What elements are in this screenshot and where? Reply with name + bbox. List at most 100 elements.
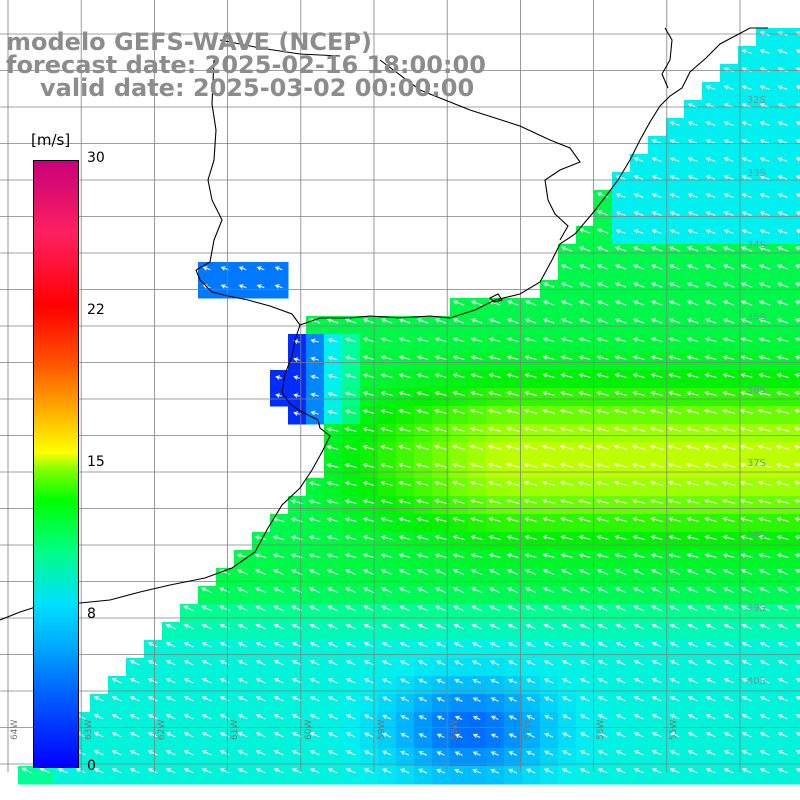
- wind-speed-cell: [216, 262, 235, 281]
- wind-arrow: [759, 157, 770, 162]
- wind-speed-cell: [342, 352, 361, 371]
- wind-arrow: [416, 444, 430, 450]
- wind-arrow: [705, 714, 716, 720]
- wind-arrow: [632, 390, 645, 396]
- wind-arrow: [633, 175, 644, 180]
- wind-arrow: [543, 587, 555, 594]
- wind-arrow: [183, 696, 194, 702]
- wind-speed-cell: [360, 730, 379, 749]
- wind-speed-cell: [450, 478, 469, 497]
- wind-speed-cell: [792, 478, 800, 497]
- wind-arrow: [669, 211, 680, 216]
- wind-arrow: [453, 587, 465, 594]
- wind-speed-cell: [774, 208, 793, 227]
- wind-arrow: [650, 373, 663, 378]
- wind-arrow: [759, 696, 770, 702]
- wind-speed-cell: [486, 424, 505, 443]
- wind-speed-cell: [468, 586, 487, 605]
- wind-arrow: [544, 696, 554, 702]
- wind-arrow: [560, 282, 573, 288]
- wind-speed-cell: [360, 442, 379, 461]
- wind-arrow: [237, 623, 248, 630]
- wind-speed-cell: [360, 316, 379, 335]
- wind-speed-cell: [234, 766, 253, 785]
- wind-arrow: [380, 409, 393, 414]
- wind-speed-cell: [126, 676, 145, 695]
- colorbar-tick: 22: [87, 302, 105, 318]
- wind-arrow: [273, 678, 284, 684]
- wind-arrow: [398, 337, 411, 343]
- wind-speed-cell: [360, 424, 379, 443]
- wind-speed-cell: [756, 568, 775, 587]
- wind-arrow: [488, 535, 501, 540]
- wind-arrow: [705, 696, 716, 702]
- wind-speed-cell: [792, 64, 800, 83]
- wind-speed-cell: [774, 316, 793, 335]
- wind-arrow: [400, 750, 410, 756]
- wind-speed-cell: [378, 370, 397, 389]
- wind-arrow: [526, 733, 535, 738]
- wind-speed-cell: [432, 586, 451, 605]
- wind-arrow: [273, 768, 284, 774]
- wind-arrow: [758, 498, 772, 504]
- wind-arrow: [578, 246, 591, 252]
- wind-arrow: [776, 337, 789, 343]
- wind-speed-cell: [432, 622, 451, 641]
- wind-arrow: [310, 338, 319, 344]
- wind-speed-cell: [702, 604, 721, 623]
- wind-arrow: [667, 462, 682, 468]
- wind-speed-cell: [468, 550, 487, 569]
- wind-speed-cell: [486, 442, 505, 461]
- wind-speed-cell: [396, 568, 415, 587]
- wind-speed-cell: [504, 334, 523, 353]
- wind-arrow: [669, 229, 680, 234]
- wind-speed-cell: [558, 766, 577, 785]
- wind-speed-cell: [216, 712, 235, 731]
- wind-speed-cell: [630, 406, 649, 425]
- wind-speed-cell: [738, 46, 757, 65]
- wind-arrow: [687, 660, 698, 666]
- wind-speed-cell: [720, 460, 739, 479]
- wind-arrow: [794, 373, 800, 378]
- wind-speed-cell: [648, 658, 667, 677]
- wind-arrow: [776, 282, 789, 288]
- wind-arrow: [722, 300, 735, 306]
- lat-label: 37S: [746, 458, 766, 469]
- wind-speed-cell: [558, 694, 577, 713]
- wind-speed-cell: [720, 694, 739, 713]
- wind-arrow: [147, 642, 158, 648]
- wind-arrow: [452, 355, 465, 361]
- wind-arrow: [758, 300, 771, 306]
- wind-arrow: [469, 462, 484, 468]
- wind-speed-cell: [468, 460, 487, 479]
- wind-arrow: [740, 300, 753, 306]
- wind-speed-cell: [504, 424, 523, 443]
- wind-speed-cell: [360, 334, 379, 353]
- wind-arrow: [723, 623, 734, 630]
- wind-speed-cell: [108, 766, 127, 785]
- wind-speed-cell: [522, 388, 541, 407]
- wind-speed-cell: [720, 478, 739, 497]
- wind-speed-cell: [648, 586, 667, 605]
- wind-arrow: [416, 337, 429, 343]
- wind-arrow: [705, 750, 716, 756]
- wind-arrow: [740, 318, 753, 324]
- wind-speed-cell: [684, 694, 703, 713]
- wind-arrow: [345, 587, 357, 594]
- wind-arrow: [705, 121, 716, 126]
- wind-arrow: [650, 498, 664, 504]
- wind-speed-cell: [738, 694, 757, 713]
- wind-arrow: [632, 337, 645, 343]
- wind-arrow: [487, 480, 502, 486]
- wind-arrow: [795, 121, 800, 126]
- wind-arrow: [777, 121, 788, 126]
- wind-speed-cell: [306, 604, 325, 623]
- wind-arrow: [777, 211, 788, 216]
- wind-arrow: [578, 569, 591, 576]
- wind-speed-cell: [504, 298, 523, 317]
- wind-speed-cell: [792, 370, 800, 389]
- wind-arrow: [633, 750, 644, 756]
- wind-speed-cell: [378, 694, 397, 713]
- wind-speed-cell: [144, 730, 163, 749]
- wind-speed-cell: [450, 352, 469, 371]
